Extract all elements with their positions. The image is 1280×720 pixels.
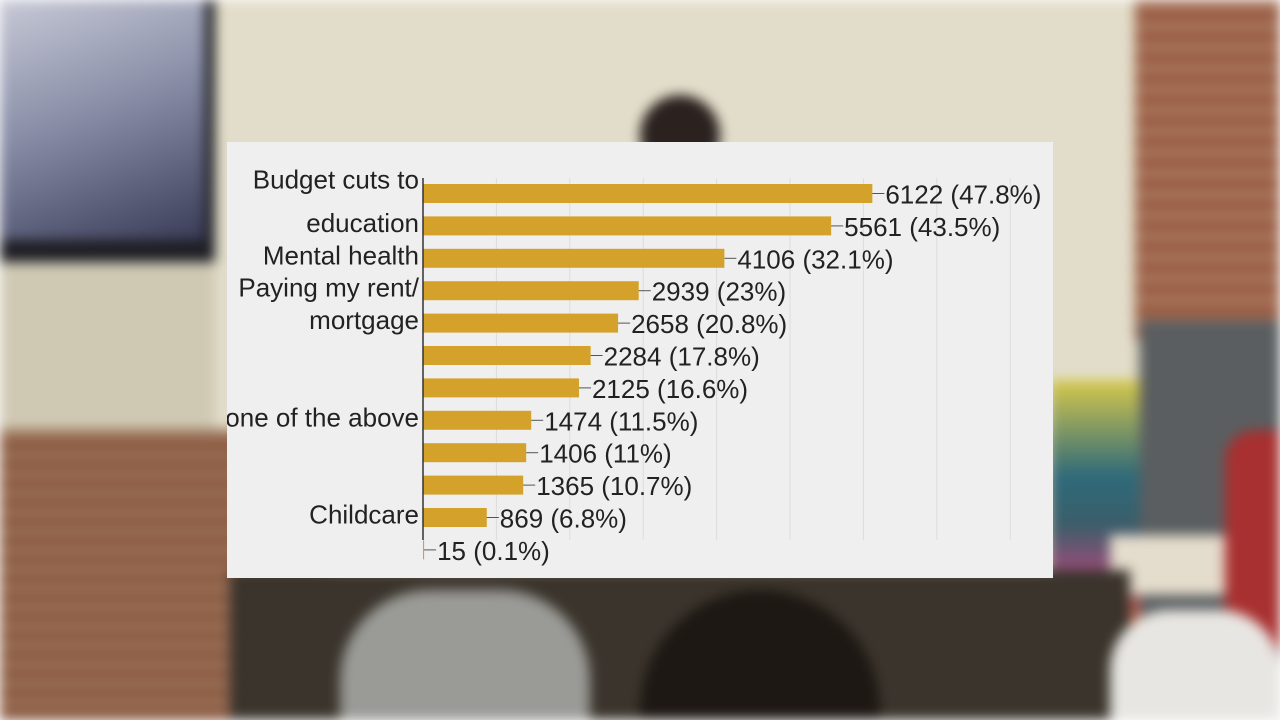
bar	[423, 540, 425, 560]
category-label: Budget cuts to	[253, 165, 419, 195]
data-labels: 6122 (47.8%)5561 (43.5%)4106 (32.1%)2939…	[424, 180, 1041, 566]
data-label: 2658 (20.8%)	[631, 309, 787, 339]
bar	[423, 508, 487, 527]
data-label: 1365 (10.7%)	[536, 471, 692, 501]
monitor-screen	[0, 0, 205, 240]
data-label: 5561 (43.5%)	[844, 212, 1000, 242]
bar	[423, 443, 527, 463]
bar	[423, 248, 725, 268]
data-label: 869 (6.8%)	[500, 504, 627, 534]
bars	[423, 184, 873, 560]
bar	[423, 184, 873, 203]
category-label: Paying my rent/	[238, 273, 419, 303]
bar	[423, 216, 832, 236]
category-label: mortgage	[309, 305, 419, 335]
category-label: education	[306, 208, 419, 238]
bar	[423, 281, 639, 301]
data-label: 15 (0.1%)	[437, 536, 550, 566]
data-label: 1474 (11.5%)	[544, 406, 698, 436]
brick-wall-right	[1135, 0, 1280, 340]
bar	[423, 378, 579, 398]
chart-card: Budget cuts to education Mental health Payi…	[227, 142, 1053, 578]
data-label: 2939 (23%)	[652, 277, 786, 307]
student-gray-hoodie	[340, 590, 590, 720]
data-label: 2125 (16.6%)	[592, 374, 748, 404]
data-label: 4106 (32.1%)	[737, 244, 893, 274]
category-label: None of the above	[227, 402, 419, 432]
student-white-shirt	[1110, 610, 1280, 720]
bar	[423, 313, 619, 333]
category-label: Childcare	[309, 500, 419, 530]
category-label: Mental health	[263, 240, 419, 270]
data-label: 2284 (17.8%)	[604, 342, 760, 372]
bar	[423, 475, 524, 495]
bar	[423, 410, 532, 430]
data-label: 6122 (47.8%)	[885, 180, 1041, 210]
bar	[423, 346, 591, 365]
data-label: 1406 (11%)	[539, 439, 672, 469]
